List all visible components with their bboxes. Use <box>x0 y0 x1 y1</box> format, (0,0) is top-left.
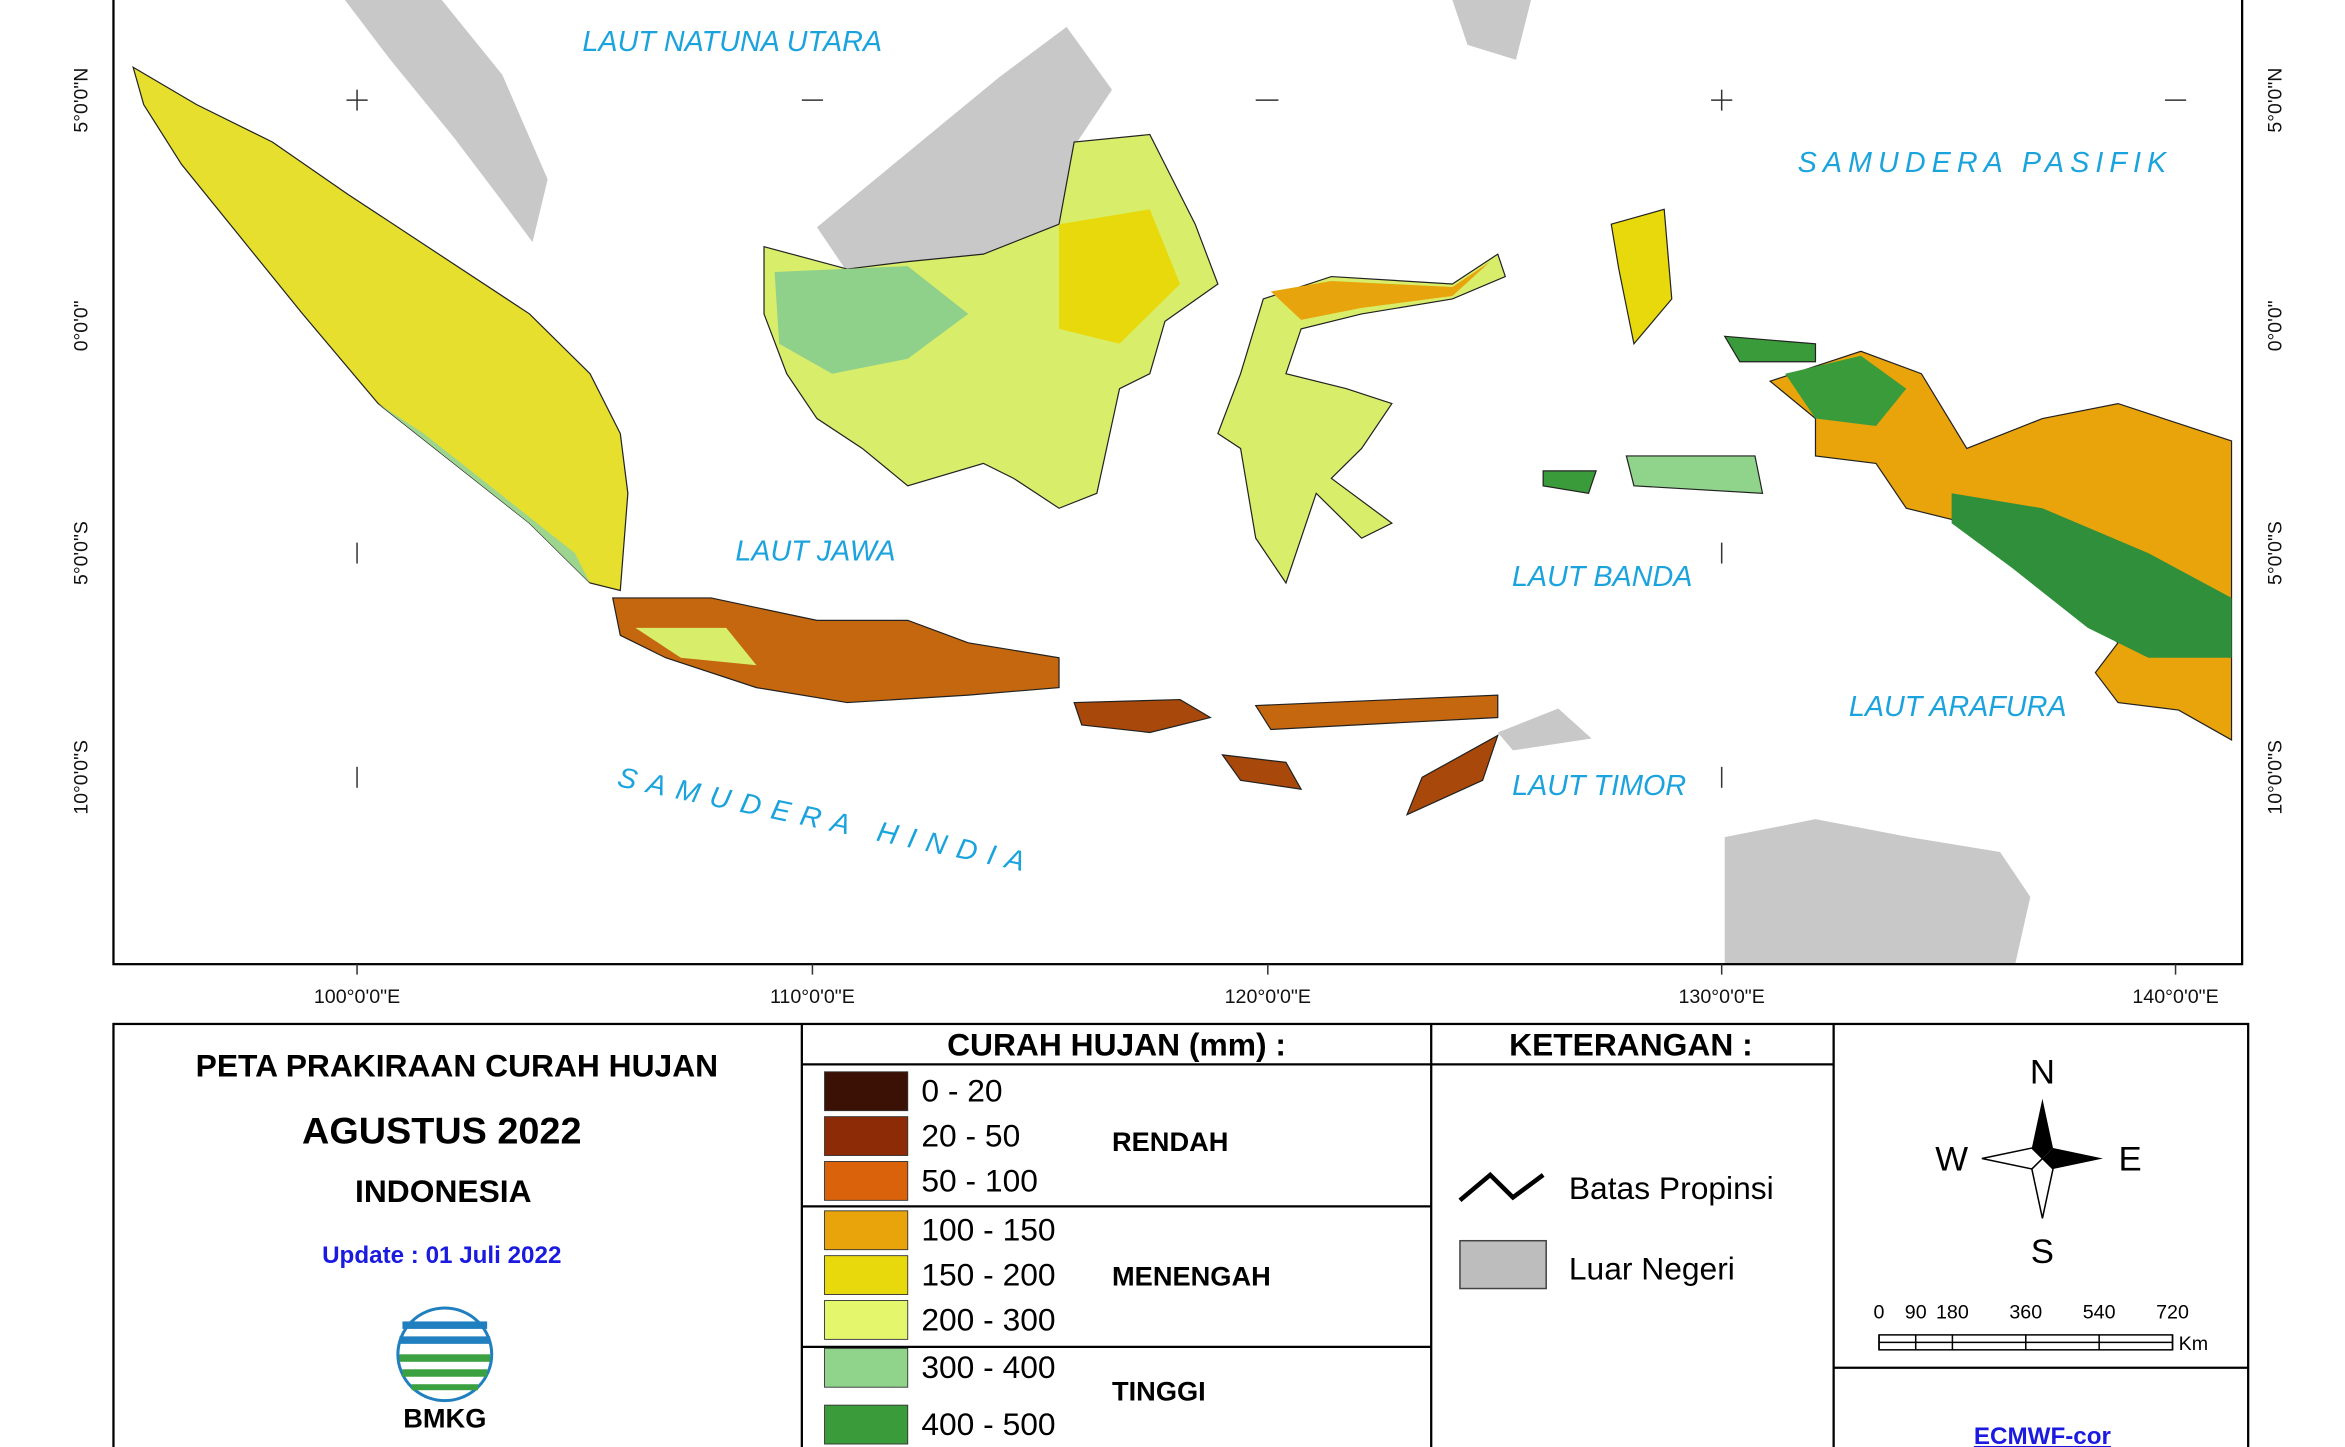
sea-label: LAUT NATUNA UTARA <box>582 26 882 58</box>
legend-swatch <box>824 1071 909 1112</box>
latitude-label: 5°0'0"S <box>71 521 93 585</box>
legend-label: 400 - 500 <box>921 1406 1055 1442</box>
legend-group: MENENGAH <box>1112 1261 1271 1292</box>
longitude-label: 120°0'0"E <box>1225 986 1311 1008</box>
keterangan-item: Batas Propinsi <box>1569 1170 1774 1206</box>
sea-label: SAMUDERA PASIFIK <box>1798 147 2173 179</box>
compass-letter: W <box>1935 1141 1968 1179</box>
longitude-labels: 100°0'0"E 110°0'0"E 120°0'0"E 130°0'0"E … <box>314 986 2219 1008</box>
latitude-label: 5°0'0"N <box>2264 68 2286 133</box>
map-title: PETA PRAKIRAAN CURAH HUJAN <box>196 1047 718 1083</box>
longitude-label: 100°0'0"E <box>314 986 400 1008</box>
scale-label: 180 <box>1936 1302 1969 1324</box>
info-panel <box>112 1022 2250 1447</box>
legend-label: 200 - 300 <box>921 1302 1055 1338</box>
bmkg-logo <box>396 1306 494 1403</box>
scale-label: 90 <box>1905 1302 1927 1324</box>
legend-label: 150 - 200 <box>921 1257 1055 1293</box>
graticule-marks <box>346 89 2187 975</box>
map-period: AGUSTUS 2022 <box>302 1110 581 1152</box>
sea-label: LAUT BANDA <box>1512 561 1692 593</box>
legend-swatch <box>824 1116 909 1156</box>
latitude-labels: 5°0'0"N 0°0'0" 5°0'0"S 10°0'0"S 5°0'0"N … <box>71 68 2287 815</box>
foreign-land <box>344 0 2031 965</box>
update-date: Update : 01 Juli 2022 <box>322 1242 561 1269</box>
latitude-label: 5°0'0"S <box>2264 521 2286 585</box>
legend-swatch <box>824 1255 909 1295</box>
model-name: ECMWF-cor <box>1974 1423 2111 1447</box>
sea-label: LAUT TIMOR <box>1512 770 1686 802</box>
latitude-label: 10°0'0"S <box>71 740 93 815</box>
foreign-icon <box>1459 1239 1547 1290</box>
legend-group: TINGGI <box>1112 1376 1206 1407</box>
map-frame <box>112 0 2244 966</box>
islands <box>132 65 2233 816</box>
scale-label: 360 <box>2009 1302 2042 1324</box>
latitude-label: 10°0'0"S <box>2264 740 2286 815</box>
compass-letter: N <box>2030 1054 2055 1092</box>
scale-unit: Km <box>2179 1333 2209 1355</box>
legend: 0 - 20 20 - 50 50 - 100 100 - 150 150 - 200 2… <box>824 1071 1056 1445</box>
latitude-label: 5°0'0"N <box>71 68 93 133</box>
scale-label: 540 <box>2083 1302 2116 1324</box>
compass-rose <box>1981 1098 2103 1219</box>
legend-label: 20 - 50 <box>921 1118 1020 1154</box>
legend-swatch <box>824 1210 909 1251</box>
logo-text: BMKG <box>403 1403 486 1434</box>
compass-letter: S <box>2031 1233 2054 1271</box>
legend-swatch <box>824 1347 909 1388</box>
latitude-label: 0°0'0" <box>2264 300 2286 351</box>
legend-label: 50 - 100 <box>921 1163 1038 1199</box>
sea-label: SAMUDERA HINDIA <box>615 762 1038 881</box>
legend-label: 100 - 150 <box>921 1212 1055 1248</box>
longitude-label: 140°0'0"E <box>2132 986 2218 1008</box>
keterangan-item: Luar Negeri <box>1569 1251 1735 1287</box>
scale-label: 720 <box>2156 1302 2189 1324</box>
legend-label: 0 - 20 <box>921 1073 1002 1109</box>
keterangan-title: KETERANGAN : <box>1509 1027 1753 1063</box>
legend-label: 300 - 400 <box>921 1349 1055 1385</box>
legend-title: CURAH HUJAN (mm) : <box>947 1027 1286 1063</box>
sea-label: LAUT JAWA <box>735 536 895 568</box>
legend-swatch <box>824 1300 909 1340</box>
legend-swatch <box>824 1404 909 1445</box>
longitude-label: 130°0'0"E <box>1678 986 1764 1008</box>
legend-swatch <box>824 1161 909 1201</box>
map-region: INDONESIA <box>355 1173 532 1209</box>
boundary-icon <box>1458 1171 1545 1203</box>
compass-letter: E <box>2119 1141 2142 1179</box>
scale-label: 0 <box>1874 1302 1885 1324</box>
latitude-label: 0°0'0" <box>71 300 93 351</box>
longitude-label: 110°0'0"E <box>770 986 855 1008</box>
scale-bar: 0 90 180 360 540 720 <box>1874 1302 2189 1351</box>
sea-label: LAUT ARAFURA <box>1849 691 2067 723</box>
legend-group: RENDAH <box>1112 1126 1228 1157</box>
